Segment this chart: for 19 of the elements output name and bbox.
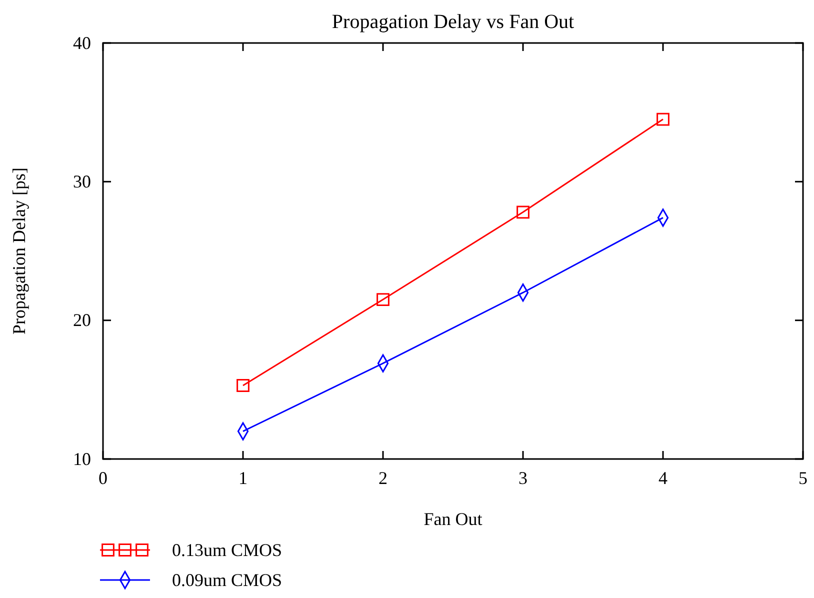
x-tick-label: 1	[238, 468, 248, 488]
point	[376, 293, 390, 306]
x-axis-title: Fan Out	[424, 509, 482, 529]
legend-label: 0.13um CMOS	[172, 540, 282, 560]
x-tick-label: 3	[518, 468, 528, 488]
y-tick-label: 20	[73, 310, 91, 330]
x-tick-label: 4	[658, 468, 668, 488]
chart-title: Propagation Delay vs Fan Out	[332, 11, 575, 33]
x-tick-label: 0	[98, 468, 108, 488]
point	[516, 206, 530, 219]
y-tick-label: 10	[73, 448, 91, 469]
y-tick-label: 30	[73, 171, 91, 192]
x-tick-label: 5	[798, 468, 808, 488]
point	[236, 379, 250, 392]
y-tick-label: 40	[73, 32, 91, 53]
y-axis-title: Propagation Delay [ps]	[9, 168, 29, 334]
x-tick-label: 2	[378, 468, 388, 488]
point	[656, 112, 670, 126]
legend-label: 0.09um CMOS	[172, 570, 282, 590]
